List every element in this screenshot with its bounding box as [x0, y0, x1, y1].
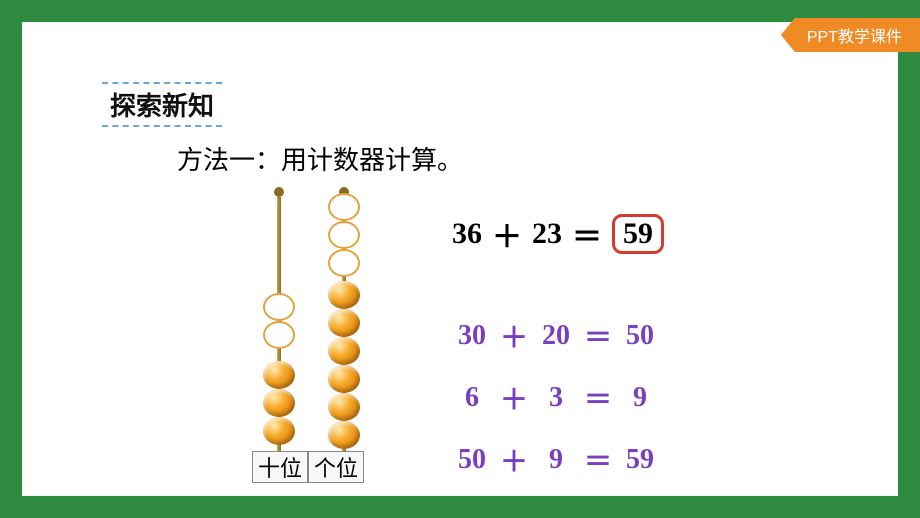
bead-units-open: [328, 249, 360, 277]
step-eq: ＝: [584, 440, 612, 480]
bead-units-fill: [328, 421, 360, 449]
step-b: 9: [536, 444, 576, 476]
step-eq: ＝: [584, 378, 612, 418]
step-r: 59: [620, 444, 660, 476]
step-equation: 6 ＋ 3 ＝ 9: [452, 378, 664, 418]
math-area: 36 ＋ 23 ＝ 59 30 ＋ 20 ＝ 50 6 ＋ 3 ＝ 9 50 ＋…: [452, 212, 664, 502]
step-a: 6: [452, 382, 492, 414]
step-equation: 50 ＋ 9 ＝ 59: [452, 440, 664, 480]
bead-units-open: [328, 193, 360, 221]
bead-tens-fill: [263, 389, 295, 417]
step-op: ＋: [500, 316, 528, 356]
bead-tens-fill: [263, 361, 295, 389]
bead-units-fill: [328, 309, 360, 337]
ribbon-label: PPT教学课件: [807, 29, 902, 46]
abacus-rod-tens: [277, 197, 281, 452]
operand-b: 23: [532, 217, 562, 251]
abacus: 十位 个位: [242, 197, 392, 497]
bead-units-open: [328, 221, 360, 249]
step-op: ＋: [500, 378, 528, 418]
operator-equals: ＝: [572, 212, 602, 256]
place-labels: 十位 个位: [252, 451, 364, 483]
method-heading: 方法一：用计数器计算。: [177, 140, 463, 177]
operator-plus: ＋: [492, 212, 522, 256]
step-eq: ＝: [584, 316, 612, 356]
step-r: 9: [620, 382, 660, 414]
step-b: 3: [536, 382, 576, 414]
slide-canvas: 探索新知 方法一：用计数器计算。 十位 个位 36: [22, 22, 898, 496]
bead-units-fill: [328, 393, 360, 421]
ribbon-badge: PPT教学课件: [781, 18, 920, 52]
step-r: 50: [620, 320, 660, 352]
abacus-rod-units: [342, 197, 346, 452]
step-op: ＋: [500, 440, 528, 480]
bead-units-fill: [328, 365, 360, 393]
operand-a: 36: [452, 217, 482, 251]
result-box: 59: [612, 214, 664, 254]
section-title: 探索新知: [110, 86, 214, 123]
result-value: 59: [623, 217, 653, 250]
bead-units-fill: [328, 337, 360, 365]
bead-tens-fill: [263, 417, 295, 445]
bead-tens-open: [263, 321, 295, 349]
bead-units-fill: [328, 281, 360, 309]
bead-tens-open: [263, 293, 295, 321]
place-label-units: 个位: [308, 451, 364, 483]
step-a: 30: [452, 320, 492, 352]
place-label-tens: 十位: [252, 451, 308, 483]
section-title-box: 探索新知: [102, 82, 222, 127]
step-equation: 30 ＋ 20 ＝ 50: [452, 316, 664, 356]
step-b: 20: [536, 320, 576, 352]
main-equation: 36 ＋ 23 ＝ 59: [452, 212, 664, 256]
step-a: 50: [452, 444, 492, 476]
